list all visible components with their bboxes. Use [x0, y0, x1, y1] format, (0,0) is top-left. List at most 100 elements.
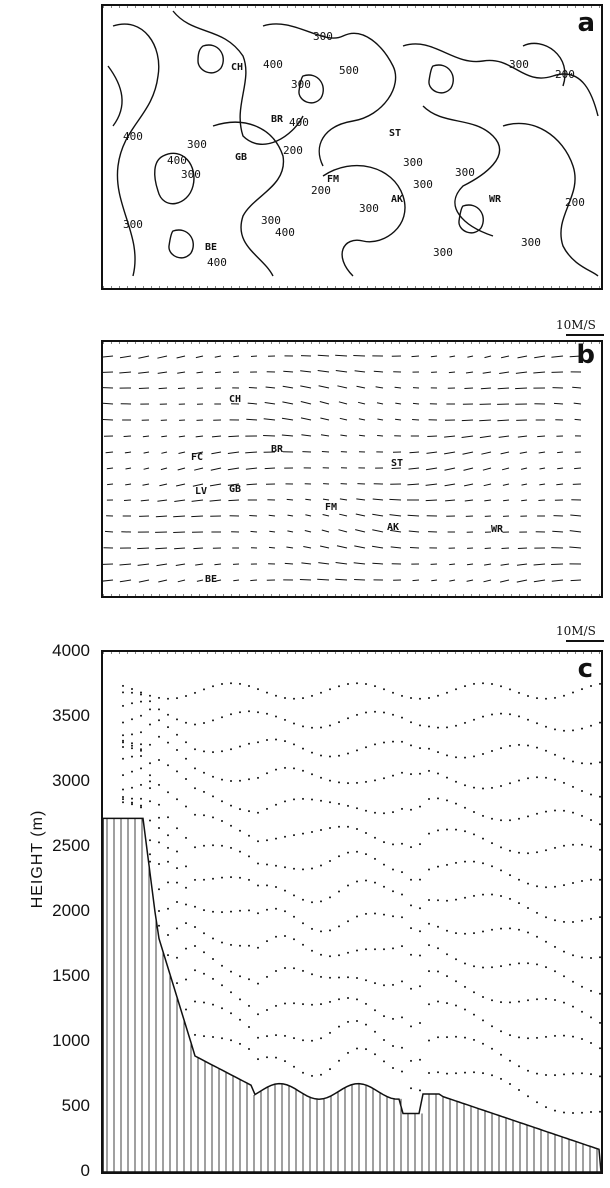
level-dot — [329, 779, 331, 782]
level-dot — [374, 857, 376, 860]
contour-label: 300 — [187, 138, 207, 151]
level-dot — [446, 863, 448, 866]
level-dot — [275, 694, 277, 697]
level-dot — [347, 717, 349, 720]
site-label: FM — [325, 502, 338, 513]
level-dot — [392, 691, 394, 694]
level-dot — [284, 1060, 286, 1063]
level-dot — [158, 924, 160, 927]
level-dot — [212, 977, 214, 980]
wind-arrow — [499, 579, 510, 583]
level-dot — [167, 881, 169, 884]
level-dot — [590, 793, 592, 796]
wind-arrow — [353, 355, 366, 357]
level-dot — [149, 860, 151, 863]
level-dot — [293, 767, 295, 770]
level-dot — [149, 708, 151, 711]
level-dot — [320, 864, 322, 867]
wind-arrow — [464, 387, 474, 389]
level-dot — [500, 927, 502, 930]
level-dot — [401, 1016, 403, 1019]
level-dot — [491, 999, 493, 1002]
level-dot — [266, 975, 268, 978]
level-dot — [320, 1037, 322, 1040]
level-dot — [194, 767, 196, 770]
level-dot — [284, 866, 286, 869]
wind-arrow — [215, 371, 222, 374]
level-dot — [122, 798, 124, 801]
level-dot — [554, 919, 556, 922]
level-dot — [545, 725, 547, 728]
wind-arrow — [519, 451, 528, 454]
level-dot — [347, 752, 349, 755]
y-tick-label: 500 — [61, 1096, 90, 1115]
level-dot — [158, 910, 160, 912]
level-dot — [536, 998, 538, 1001]
wind-arrow — [322, 498, 330, 501]
level-dot — [383, 913, 385, 916]
level-dot — [140, 806, 142, 809]
level-dot — [545, 997, 547, 1000]
contour-label: 300 — [509, 58, 529, 71]
level-dot — [527, 815, 529, 818]
level-dot — [131, 747, 133, 750]
wind-arrow — [119, 563, 132, 566]
level-dot — [563, 1001, 565, 1004]
wind-arrow — [407, 483, 420, 486]
level-dot — [410, 808, 412, 811]
y-tick-label: 2500 — [52, 836, 90, 855]
level-dot — [185, 741, 187, 744]
level-dot — [410, 1059, 412, 1062]
wind-arrow — [177, 579, 186, 583]
level-dot — [455, 688, 457, 691]
wind-arrow — [103, 402, 114, 405]
level-dot — [473, 718, 475, 721]
level-dot — [401, 740, 403, 743]
level-dot — [122, 684, 124, 687]
level-dot — [455, 1004, 457, 1007]
contour-label: 400 — [263, 58, 283, 71]
level-dot — [590, 957, 592, 959]
level-dot — [581, 1010, 583, 1013]
wind-arrow — [462, 451, 474, 455]
level-dot — [536, 885, 538, 888]
level-dot — [347, 683, 349, 685]
panel-b-label: b — [576, 340, 595, 370]
level-dot — [239, 808, 241, 811]
level-dot — [185, 947, 187, 950]
level-dot — [248, 810, 250, 813]
level-dot — [140, 743, 142, 746]
level-dot — [464, 1008, 466, 1011]
wind-arrow — [376, 402, 384, 405]
level-dot — [563, 729, 565, 732]
wind-arrow — [389, 514, 402, 517]
level-dot — [230, 970, 232, 973]
level-dot — [428, 1003, 430, 1006]
site-label: LV — [195, 486, 208, 497]
level-dot — [347, 804, 349, 807]
level-dot — [302, 725, 304, 728]
wind-vectors — [103, 342, 601, 596]
level-dot — [473, 755, 475, 758]
level-dot — [455, 828, 457, 831]
level-dot — [491, 928, 493, 931]
level-dot — [428, 922, 430, 925]
level-dot — [293, 1037, 295, 1040]
level-dot — [140, 700, 142, 703]
level-dot — [338, 998, 340, 1001]
site-label: ST — [389, 128, 402, 139]
wind-arrow — [233, 579, 240, 582]
level-dot — [176, 982, 178, 985]
wind-arrow — [357, 401, 366, 405]
wind-arrow — [335, 370, 348, 373]
level-dot — [527, 962, 529, 965]
wind-arrow — [157, 371, 168, 374]
level-dot — [320, 900, 322, 903]
level-dot — [167, 764, 169, 767]
level-dot — [203, 722, 205, 724]
level-dot — [536, 963, 538, 966]
level-dot — [374, 710, 376, 713]
level-dot — [293, 1002, 295, 1005]
level-dot — [239, 711, 241, 714]
level-dot — [428, 832, 430, 835]
